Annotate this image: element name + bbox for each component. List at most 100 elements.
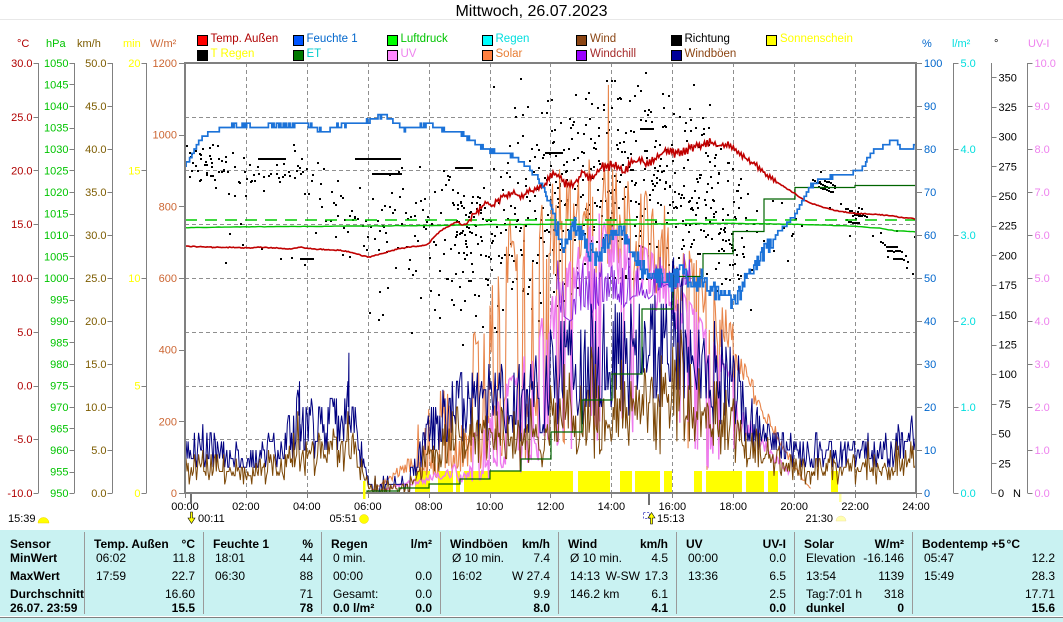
svg-text:15.0: 15.0 xyxy=(85,359,106,371)
svg-text:12:00: 12:00 xyxy=(537,501,565,513)
svg-text:km/h: km/h xyxy=(77,38,101,50)
svg-text:3.0: 3.0 xyxy=(1035,359,1050,371)
svg-text:15.0: 15.0 xyxy=(11,219,32,231)
svg-text:600: 600 xyxy=(159,273,177,285)
svg-text:1200: 1200 xyxy=(153,58,177,70)
svg-text:1.0: 1.0 xyxy=(1035,445,1050,457)
svg-text:04:00: 04:00 xyxy=(293,501,321,513)
svg-text:15:39: 15:39 xyxy=(8,513,36,525)
svg-text:02:00: 02:00 xyxy=(232,501,260,513)
svg-text:5: 5 xyxy=(134,380,140,392)
svg-text:1030: 1030 xyxy=(44,144,68,156)
svg-text:-5.0: -5.0 xyxy=(14,434,33,446)
svg-text:1.0: 1.0 xyxy=(961,402,976,414)
svg-text:°C: °C xyxy=(17,38,29,50)
svg-text:05:51: 05:51 xyxy=(329,513,357,525)
svg-text:0.0: 0.0 xyxy=(17,380,32,392)
svg-text:5.0: 5.0 xyxy=(17,327,32,339)
svg-text:18:00: 18:00 xyxy=(719,501,747,513)
svg-text:5.0: 5.0 xyxy=(961,58,976,70)
svg-text:980: 980 xyxy=(50,359,68,371)
svg-text:35.0: 35.0 xyxy=(85,187,106,199)
svg-text:-10.0: -10.0 xyxy=(7,488,32,500)
svg-text:25.0: 25.0 xyxy=(85,273,106,285)
svg-text:7.0: 7.0 xyxy=(1035,187,1050,199)
svg-text:06:00: 06:00 xyxy=(354,501,382,513)
svg-text:0.0: 0.0 xyxy=(91,488,106,500)
svg-text:275: 275 xyxy=(999,161,1017,173)
svg-text:955: 955 xyxy=(50,466,68,478)
svg-text:1015: 1015 xyxy=(44,208,68,220)
svg-text:N: N xyxy=(1013,488,1021,500)
svg-text:1050: 1050 xyxy=(44,58,68,70)
svg-text:1000: 1000 xyxy=(153,130,177,142)
svg-text:10: 10 xyxy=(128,273,140,285)
svg-text:250: 250 xyxy=(999,191,1017,203)
svg-text:75: 75 xyxy=(999,399,1011,411)
svg-text:9.0: 9.0 xyxy=(1035,101,1050,113)
svg-text:1010: 1010 xyxy=(44,230,68,242)
svg-text:50: 50 xyxy=(924,273,936,285)
svg-text:1000: 1000 xyxy=(44,273,68,285)
svg-text:175: 175 xyxy=(999,280,1017,292)
svg-text:60: 60 xyxy=(924,230,936,242)
svg-text:08:00: 08:00 xyxy=(415,501,443,513)
svg-text:10: 10 xyxy=(924,445,936,457)
svg-text:25: 25 xyxy=(999,458,1011,470)
svg-text:min: min xyxy=(123,38,141,50)
svg-text:40.0: 40.0 xyxy=(85,144,106,156)
svg-text:150: 150 xyxy=(999,310,1017,322)
svg-text:4.0: 4.0 xyxy=(961,144,976,156)
svg-text:990: 990 xyxy=(50,316,68,328)
svg-text:45.0: 45.0 xyxy=(85,101,106,113)
svg-text:0: 0 xyxy=(171,488,177,500)
svg-text:1040: 1040 xyxy=(44,101,68,113)
svg-text:10.0: 10.0 xyxy=(1035,58,1056,70)
svg-text:100: 100 xyxy=(999,369,1017,381)
svg-text:350: 350 xyxy=(999,72,1017,84)
svg-text:90: 90 xyxy=(924,101,936,113)
svg-text:1035: 1035 xyxy=(44,122,68,134)
svg-text:0: 0 xyxy=(924,488,930,500)
svg-text:5.0: 5.0 xyxy=(91,445,106,457)
svg-text:4.0: 4.0 xyxy=(1035,316,1050,328)
svg-text:1020: 1020 xyxy=(44,187,68,199)
svg-text:960: 960 xyxy=(50,445,68,457)
svg-text:50.0: 50.0 xyxy=(85,58,106,70)
svg-text:16:00: 16:00 xyxy=(659,501,687,513)
svg-text:00:00: 00:00 xyxy=(171,501,199,513)
svg-text:22:00: 22:00 xyxy=(841,501,869,513)
svg-text:995: 995 xyxy=(50,294,68,306)
svg-text:1005: 1005 xyxy=(44,251,68,263)
svg-text:125: 125 xyxy=(999,339,1017,351)
svg-text:200: 200 xyxy=(999,250,1017,262)
svg-text:1045: 1045 xyxy=(44,79,68,91)
svg-text:400: 400 xyxy=(159,345,177,357)
svg-text:hPa: hPa xyxy=(46,38,66,50)
svg-text:70: 70 xyxy=(924,187,936,199)
svg-text:40: 40 xyxy=(924,316,936,328)
svg-text:°: ° xyxy=(994,38,998,50)
svg-text:30: 30 xyxy=(924,359,936,371)
svg-text:0.0: 0.0 xyxy=(1035,488,1050,500)
svg-text:2.0: 2.0 xyxy=(961,316,976,328)
svg-text:50: 50 xyxy=(999,429,1011,441)
svg-text:24:00: 24:00 xyxy=(902,501,930,513)
svg-text:14:00: 14:00 xyxy=(598,501,626,513)
svg-text:100: 100 xyxy=(924,58,942,70)
svg-text:10.0: 10.0 xyxy=(11,273,32,285)
svg-text:%: % xyxy=(922,38,932,50)
svg-text:20:00: 20:00 xyxy=(780,501,808,513)
svg-text:0.0: 0.0 xyxy=(961,488,976,500)
svg-text:965: 965 xyxy=(50,423,68,435)
svg-text:985: 985 xyxy=(50,337,68,349)
svg-text:15: 15 xyxy=(128,165,140,177)
svg-text:8.0: 8.0 xyxy=(1035,144,1050,156)
svg-text:325: 325 xyxy=(999,102,1017,114)
svg-text:20: 20 xyxy=(924,402,936,414)
svg-text:80: 80 xyxy=(924,144,936,156)
svg-text:30.0: 30.0 xyxy=(11,58,32,70)
svg-text:UV-I: UV-I xyxy=(1028,38,1049,50)
svg-text:800: 800 xyxy=(159,201,177,213)
svg-text:0: 0 xyxy=(998,488,1004,500)
